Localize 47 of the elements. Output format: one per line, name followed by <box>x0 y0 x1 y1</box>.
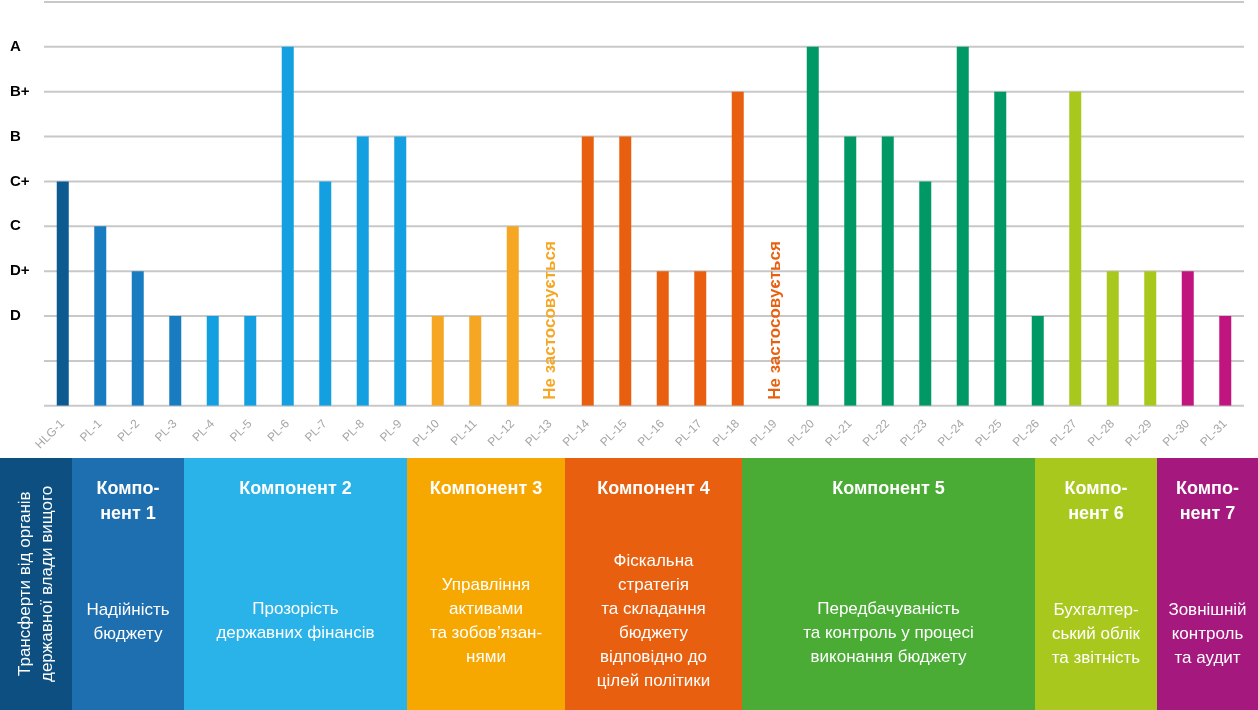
bar <box>281 46 294 406</box>
bar <box>581 136 594 406</box>
text: Компонент 3 Управління активами та зобов’язан- нями <box>429 478 543 666</box>
text: Компонент 4 Фіскальна стратегія та складання бюджету відповідно до цілей політики <box>596 478 711 690</box>
text: Компонент 2 Прозорість державних фінансів <box>216 478 375 642</box>
bar <box>131 271 144 406</box>
bar <box>1219 316 1232 406</box>
bar <box>244 316 257 406</box>
annotation: Не застосовується <box>764 241 784 400</box>
annotation: Не застосовується <box>539 241 559 400</box>
bar <box>1144 271 1157 406</box>
bar <box>431 316 444 406</box>
text: Трансферти від органів державної влади вищого <box>0 458 72 710</box>
bar <box>356 136 369 406</box>
bar <box>94 226 107 406</box>
bar <box>619 136 632 406</box>
ref-line-label: D <box>10 306 21 324</box>
bar <box>1106 271 1119 406</box>
text: Компо- нент 7 Зовнішній контроль та аудит <box>1168 478 1247 667</box>
bar <box>919 181 932 406</box>
bar <box>881 136 894 406</box>
bar <box>806 46 819 406</box>
bar <box>994 91 1007 406</box>
bar <box>319 181 332 406</box>
ref-line-label: C <box>10 216 21 234</box>
bar <box>844 136 857 406</box>
ref-line-label: B+ <box>10 81 30 99</box>
bar <box>694 271 707 406</box>
ref-line-label: C+ <box>10 171 30 189</box>
bar <box>206 316 219 406</box>
bar <box>394 136 407 406</box>
text: Компо- нент 1 Надійність бюджету <box>86 478 170 643</box>
bar <box>56 181 69 406</box>
bar <box>1069 91 1082 406</box>
text: Компонент 5 Передбачуваність та контроль у процесі виконання бюджету <box>803 478 974 666</box>
bar <box>656 271 669 406</box>
bar <box>1031 316 1044 406</box>
bar <box>506 226 519 406</box>
bar <box>731 91 744 406</box>
bar <box>1181 271 1194 406</box>
bar <box>956 46 969 406</box>
ref-line-label: A <box>10 37 21 55</box>
text: Компо- нент 6 Бухгалтер- ський облік та звітність <box>1051 478 1141 667</box>
bar <box>469 316 482 406</box>
ref-line-label: D+ <box>10 261 30 279</box>
bar <box>169 316 182 406</box>
ref-line-label: B <box>10 126 21 144</box>
